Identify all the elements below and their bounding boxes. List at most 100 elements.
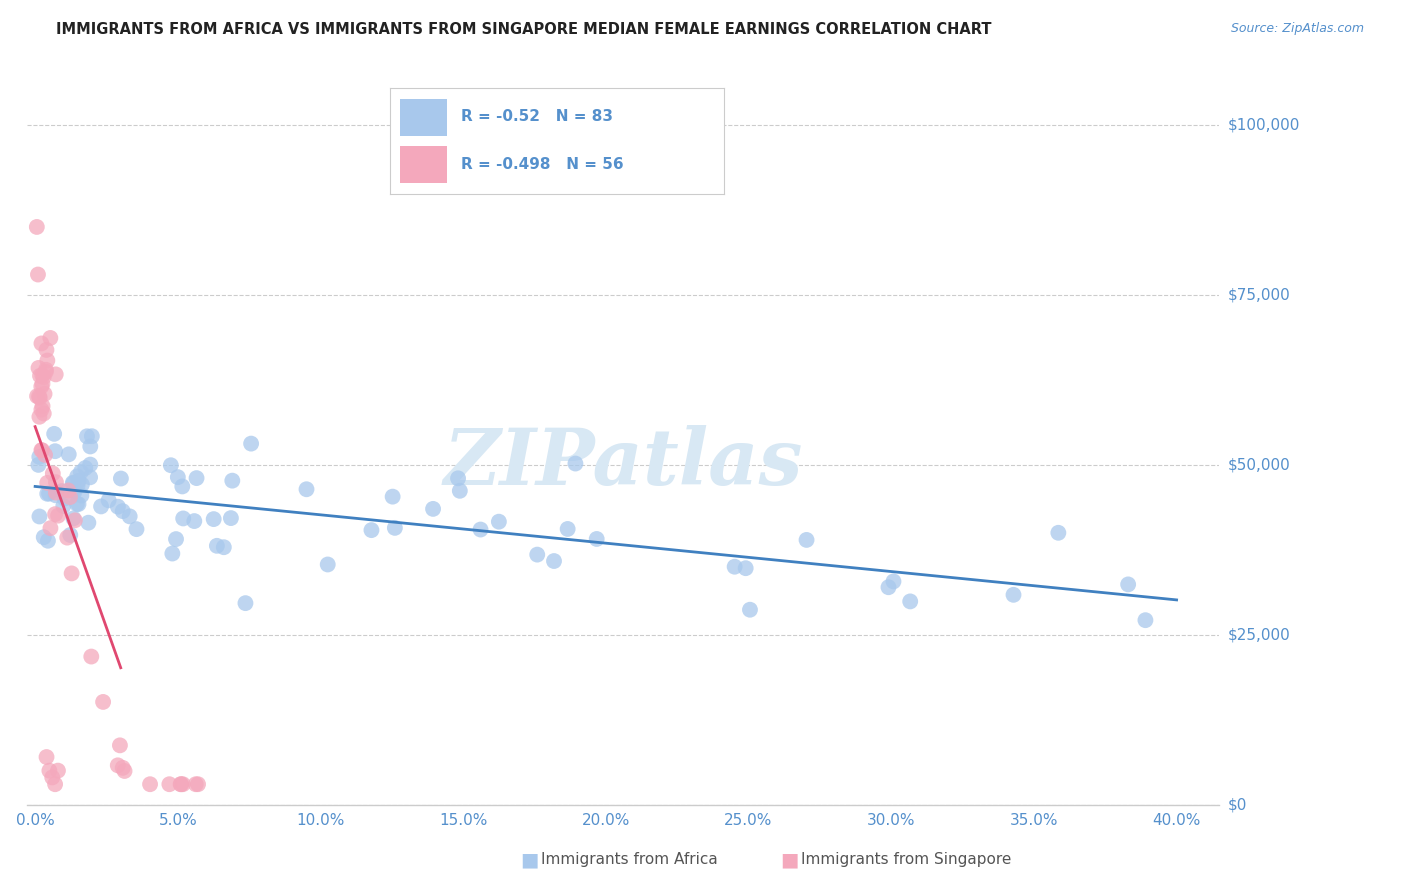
Point bbox=[30, 336, 52, 351]
Text: IMMIGRANTS FROM AFRICA VS IMMIGRANTS FROM SINGAPORE MEDIAN FEMALE EARNINGS CORRE: IMMIGRANTS FROM AFRICA VS IMMIGRANTS FRO… bbox=[56, 22, 991, 37]
Point bbox=[557, 522, 579, 536]
Point bbox=[526, 548, 548, 562]
Point bbox=[80, 649, 103, 664]
Point bbox=[46, 508, 69, 523]
Point bbox=[107, 500, 129, 514]
Point bbox=[38, 764, 60, 778]
Point bbox=[162, 547, 184, 561]
Point bbox=[543, 554, 565, 568]
Point bbox=[27, 268, 49, 282]
Point bbox=[45, 368, 67, 382]
Point bbox=[1047, 525, 1070, 540]
Text: ■: ■ bbox=[520, 851, 538, 870]
Point bbox=[76, 429, 98, 443]
Point bbox=[34, 448, 56, 462]
Point bbox=[46, 764, 69, 778]
Point bbox=[172, 511, 194, 525]
Point bbox=[39, 331, 62, 345]
Point bbox=[202, 512, 225, 526]
Point bbox=[62, 476, 84, 491]
Point bbox=[35, 750, 58, 764]
Point bbox=[59, 528, 82, 542]
Point bbox=[219, 511, 242, 525]
Point bbox=[66, 469, 89, 483]
Point bbox=[30, 443, 52, 458]
Point bbox=[169, 777, 191, 791]
Point bbox=[738, 603, 761, 617]
Point bbox=[111, 761, 134, 775]
Point bbox=[79, 470, 101, 484]
Point bbox=[32, 407, 55, 421]
Point bbox=[28, 391, 51, 405]
Point bbox=[90, 500, 112, 514]
Point bbox=[240, 436, 263, 450]
Point bbox=[724, 559, 747, 574]
Point bbox=[107, 758, 129, 772]
Point bbox=[1002, 588, 1025, 602]
Point bbox=[62, 475, 84, 490]
Point bbox=[882, 574, 904, 589]
Point bbox=[35, 363, 58, 377]
Point bbox=[53, 491, 76, 506]
Point bbox=[37, 353, 59, 368]
Point bbox=[44, 777, 66, 791]
Point bbox=[449, 483, 471, 498]
Point bbox=[28, 368, 51, 383]
Point bbox=[91, 695, 114, 709]
Point bbox=[66, 478, 89, 492]
Point bbox=[79, 440, 101, 454]
Point bbox=[58, 447, 80, 461]
Point bbox=[97, 493, 120, 508]
Point bbox=[796, 533, 818, 547]
Point bbox=[28, 389, 51, 403]
Point bbox=[62, 511, 84, 525]
Text: $50,000: $50,000 bbox=[1227, 458, 1291, 472]
Point bbox=[170, 777, 193, 791]
Point bbox=[212, 540, 235, 554]
Point bbox=[37, 487, 59, 501]
Point bbox=[67, 474, 90, 488]
Point bbox=[110, 471, 132, 485]
Point bbox=[44, 507, 66, 521]
Point bbox=[63, 513, 86, 527]
Point bbox=[157, 777, 180, 791]
Point bbox=[734, 561, 756, 575]
Text: Immigrants from Singapore: Immigrants from Singapore bbox=[801, 852, 1012, 867]
Point bbox=[35, 365, 58, 379]
Point bbox=[221, 474, 243, 488]
Point bbox=[28, 509, 51, 524]
Text: Source: ZipAtlas.com: Source: ZipAtlas.com bbox=[1230, 22, 1364, 36]
Point bbox=[77, 516, 100, 530]
Point bbox=[31, 368, 53, 383]
Point bbox=[66, 497, 89, 511]
Point bbox=[27, 458, 49, 472]
Point bbox=[34, 387, 56, 401]
Point bbox=[114, 764, 136, 778]
Point bbox=[585, 532, 607, 546]
Text: ■: ■ bbox=[780, 851, 799, 870]
Point bbox=[60, 566, 83, 581]
Point bbox=[187, 777, 209, 791]
Point bbox=[45, 475, 67, 490]
Point bbox=[62, 483, 84, 498]
Point bbox=[25, 219, 48, 234]
Point bbox=[30, 402, 52, 417]
Text: Immigrants from Africa: Immigrants from Africa bbox=[541, 852, 718, 867]
Point bbox=[30, 379, 52, 393]
Point bbox=[422, 502, 444, 516]
Point bbox=[165, 532, 187, 546]
Point bbox=[183, 514, 205, 528]
Point bbox=[381, 490, 404, 504]
Point bbox=[35, 343, 58, 357]
Point bbox=[1116, 577, 1139, 591]
Point bbox=[42, 467, 65, 481]
Text: $25,000: $25,000 bbox=[1227, 627, 1291, 642]
Point bbox=[172, 777, 194, 791]
Point bbox=[59, 490, 82, 504]
Point bbox=[58, 483, 80, 498]
Point bbox=[37, 533, 59, 548]
Point bbox=[447, 471, 470, 485]
Point bbox=[67, 497, 90, 511]
Point bbox=[172, 479, 194, 493]
Point bbox=[41, 771, 63, 785]
